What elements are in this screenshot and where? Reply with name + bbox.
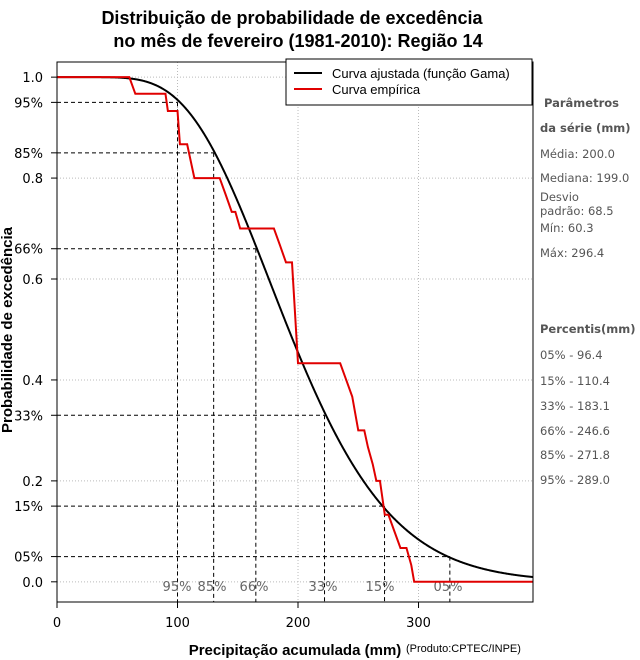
credit-label: (Produto:CPTEC/INPE) xyxy=(406,643,521,655)
legend: Curva ajustada (função Gama) Curva empír… xyxy=(285,58,533,106)
y-tick-label: 0.0 xyxy=(22,576,43,591)
y-tick-label: 0.6 xyxy=(22,273,43,288)
plot-frame xyxy=(56,61,534,603)
y-axis-title: Probabilidade de excedência xyxy=(0,226,16,433)
y-percent-tick-label: 15% xyxy=(14,500,43,515)
percentil-item: 33% - 183.1 xyxy=(540,399,610,413)
y-percent-tick-label: 05% xyxy=(14,551,43,566)
y-percent-tick-label: 66% xyxy=(14,243,43,258)
x-axis-title: Precipitação acumulada (mm) xyxy=(189,642,402,659)
empirical-curve xyxy=(57,76,533,583)
param-desvio-2: padrão: 68.5 xyxy=(540,204,614,218)
series-layer xyxy=(57,76,534,583)
y-tick-label: 0.8 xyxy=(22,172,43,187)
params-title-1: Parâmetros xyxy=(544,96,619,110)
percentile-guide-label: 15% xyxy=(366,580,395,595)
param-desvio-1: Desvio xyxy=(540,190,579,204)
percentile-guide-label: 05% xyxy=(434,580,463,595)
param-media: Média: 200.0 xyxy=(540,147,615,161)
param-min: Mín: 60.3 xyxy=(540,221,594,235)
param-mediana: Mediana: 199.0 xyxy=(540,171,629,185)
fitted-gamma-curve xyxy=(57,76,534,579)
y-tick-label: 1.0 xyxy=(22,71,43,86)
y-percent-tick-label: 95% xyxy=(14,96,43,111)
x-tick-label: 100 xyxy=(165,616,190,631)
percentile-guide-label: 66% xyxy=(240,580,269,595)
y-tick-label: 0.4 xyxy=(22,374,43,389)
percentil-item: 05% - 96.4 xyxy=(540,348,603,362)
percentil-item: 15% - 110.4 xyxy=(540,374,610,388)
axes: 0 100 200 300 0.0 0.2 0.4 0.6 0.8 1.0 05% 15% 33% 66%… xyxy=(14,71,431,631)
y-percent-tick-label: 85% xyxy=(14,147,43,162)
percentile-guide-label: 33% xyxy=(309,580,338,595)
x-tick-label: 200 xyxy=(286,616,311,631)
chart-title-line1: Distribuição de probabilidade de excedên… xyxy=(101,8,483,28)
x-tick-label: 0 xyxy=(53,616,61,631)
legend-label-fitted: Curva ajustada (função Gama) xyxy=(332,66,510,81)
params-title-2: da série (mm) xyxy=(540,121,631,135)
percentil-item: 66% - 246.6 xyxy=(540,424,610,438)
y-percent-tick-label: 33% xyxy=(14,409,43,424)
x-tick-label: 300 xyxy=(406,616,431,631)
percentis-title: Percentis(mm) xyxy=(540,322,635,336)
y-tick-label: 0.2 xyxy=(22,475,43,490)
percentile-guide-label: 85% xyxy=(198,580,227,595)
percentile-guide-label: 95% xyxy=(163,580,192,595)
grid xyxy=(56,62,533,602)
legend-box xyxy=(285,58,533,106)
percentil-item: 85% - 271.8 xyxy=(540,448,610,462)
param-max: Máx: 296.4 xyxy=(540,246,604,260)
side-panel: Parâmetros da série (mm) Média: 200.0 Me… xyxy=(540,96,635,487)
chart-title-line2: no mês de fevereiro (1981-2010): Região … xyxy=(113,31,482,51)
percentil-item: 95% - 289.0 xyxy=(540,473,610,487)
legend-label-empirical: Curva empírica xyxy=(332,82,421,97)
percentile-guides: 95% 85% 66% 33% 15% 05% xyxy=(57,101,463,602)
